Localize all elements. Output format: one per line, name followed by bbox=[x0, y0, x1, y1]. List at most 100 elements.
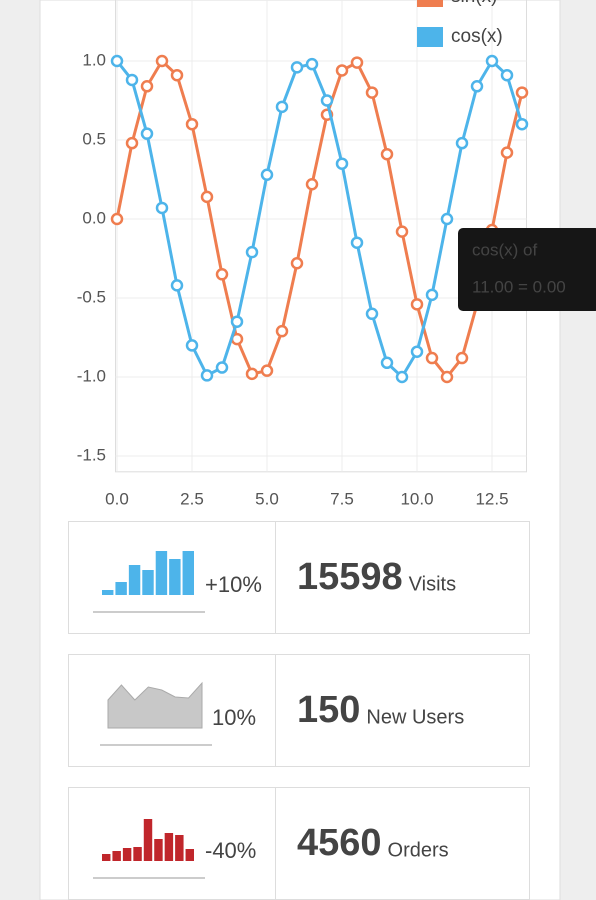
spark-bar bbox=[155, 551, 168, 595]
point bbox=[125, 73, 139, 87]
point bbox=[260, 364, 274, 377]
point bbox=[410, 345, 424, 358]
tooltip bbox=[458, 228, 596, 311]
legend-label: cos(x) bbox=[451, 26, 503, 47]
point bbox=[425, 288, 439, 302]
point bbox=[185, 117, 199, 131]
point bbox=[350, 236, 364, 249]
tooltip-title: cos(x) of bbox=[472, 240, 537, 259]
spark-bar bbox=[112, 851, 121, 861]
point bbox=[380, 147, 394, 161]
point bbox=[170, 68, 184, 82]
x-tick-label: 2.5 bbox=[180, 489, 204, 508]
y-tick-label: -1.5 bbox=[77, 445, 106, 464]
point bbox=[515, 117, 529, 131]
x-tick-label: 5.0 bbox=[255, 489, 279, 508]
point bbox=[365, 86, 379, 99]
point bbox=[200, 369, 214, 382]
legend-swatch bbox=[417, 0, 443, 7]
point bbox=[260, 168, 274, 182]
point bbox=[455, 351, 469, 365]
point bbox=[275, 324, 289, 338]
point bbox=[440, 212, 454, 226]
point bbox=[440, 370, 454, 384]
y-tick-label: -0.5 bbox=[77, 287, 106, 306]
point bbox=[230, 315, 244, 328]
point bbox=[245, 245, 259, 259]
point bbox=[110, 212, 124, 226]
spark-bar bbox=[169, 559, 181, 595]
stat-count: 4560 bbox=[297, 822, 382, 864]
point bbox=[200, 190, 214, 204]
y-tick-label: 0.5 bbox=[82, 129, 106, 148]
x-tick-label: 10.0 bbox=[400, 489, 433, 508]
point bbox=[275, 100, 289, 114]
y-tick-label: 1.0 bbox=[82, 50, 106, 69]
y-tick-label: 0.0 bbox=[82, 208, 106, 227]
point bbox=[155, 54, 169, 68]
x-tick-label: 12.5 bbox=[475, 489, 508, 508]
stat-count: 150 bbox=[297, 689, 360, 731]
point bbox=[215, 268, 229, 281]
point bbox=[470, 80, 484, 93]
point bbox=[290, 61, 304, 74]
spark-bar bbox=[128, 565, 141, 595]
point bbox=[425, 351, 439, 365]
point bbox=[305, 177, 319, 191]
point bbox=[380, 356, 394, 370]
point bbox=[335, 157, 349, 170]
spark-bar bbox=[115, 582, 127, 595]
point bbox=[365, 307, 379, 321]
spark-area bbox=[107, 681, 203, 729]
spark-bar bbox=[175, 835, 184, 861]
x-tick-label: 0.0 bbox=[105, 489, 129, 508]
y-tick-label: -1.0 bbox=[77, 366, 106, 385]
spark-bar bbox=[185, 849, 194, 861]
spark-bar bbox=[102, 590, 114, 595]
spark-bar bbox=[122, 848, 132, 861]
point bbox=[155, 201, 169, 215]
legend-label: sin(x) bbox=[451, 0, 497, 7]
spark-bar bbox=[142, 570, 154, 595]
point bbox=[500, 68, 514, 82]
spark-bar bbox=[164, 833, 174, 861]
spark-bar bbox=[133, 847, 142, 861]
point bbox=[410, 298, 424, 311]
spark-bar bbox=[143, 819, 153, 861]
x-tick-label: 7.5 bbox=[330, 489, 354, 508]
stat-count: 15598 bbox=[297, 556, 403, 598]
stat-change: -40% bbox=[205, 838, 256, 863]
tooltip-text: 11.00 = 0.00 bbox=[472, 277, 566, 296]
point bbox=[290, 256, 304, 270]
point bbox=[500, 146, 514, 159]
point bbox=[455, 136, 469, 150]
point bbox=[395, 370, 409, 384]
series-line bbox=[115, 58, 524, 380]
stat-label: Orders bbox=[388, 839, 449, 861]
legend-swatch bbox=[417, 27, 443, 47]
point bbox=[215, 361, 229, 374]
point bbox=[170, 279, 184, 292]
stat-change: +10% bbox=[205, 572, 262, 597]
point bbox=[320, 94, 334, 107]
series-line bbox=[115, 58, 524, 380]
point bbox=[305, 57, 319, 71]
point bbox=[140, 127, 154, 140]
point bbox=[350, 56, 364, 69]
point bbox=[140, 80, 154, 93]
point bbox=[245, 367, 259, 381]
stat-label: Visits bbox=[409, 573, 456, 595]
stat-change: 10% bbox=[212, 705, 256, 730]
spark-bar bbox=[154, 839, 163, 861]
point bbox=[110, 54, 124, 68]
point bbox=[395, 225, 409, 238]
stat-label: New Users bbox=[366, 706, 464, 728]
point bbox=[485, 54, 499, 68]
point bbox=[335, 64, 349, 77]
point bbox=[125, 136, 139, 150]
spark-bar bbox=[182, 551, 194, 595]
spark-bar bbox=[102, 854, 111, 861]
point bbox=[185, 339, 199, 352]
